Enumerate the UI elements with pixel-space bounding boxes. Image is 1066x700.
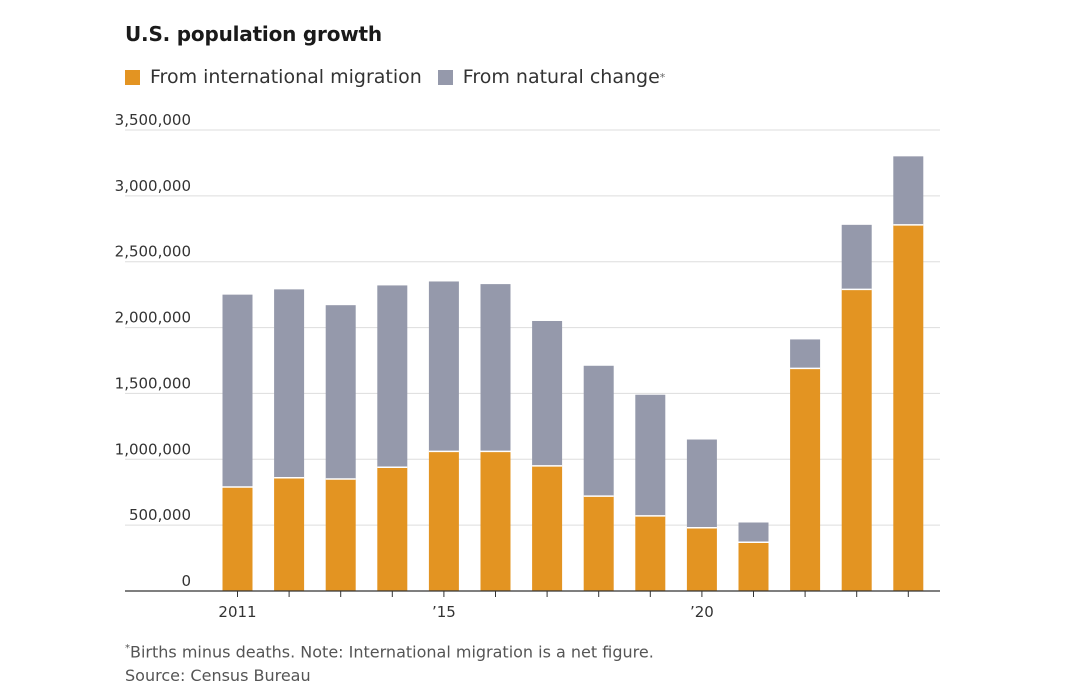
bar-natural (893, 156, 924, 225)
bar-natural (428, 281, 459, 452)
x-tick-label: ’15 (432, 603, 456, 621)
bar-natural (738, 522, 769, 543)
x-tick-label: ’20 (690, 603, 714, 621)
bar-natural (377, 285, 408, 468)
legend-item-migration: From international migration (125, 66, 422, 88)
bar-migration (377, 467, 408, 591)
y-tick-label: 3,000,000 (115, 177, 191, 195)
legend-label-natural: From natural change (462, 66, 660, 88)
bar-natural (532, 320, 563, 466)
footnote-marker: * (125, 643, 130, 654)
bar-migration (428, 451, 459, 591)
bar-migration (583, 496, 614, 591)
x-tick-label: 2011 (218, 603, 256, 621)
bar-natural (790, 339, 821, 369)
bar-migration (790, 368, 821, 591)
legend-item-natural: From natural change * (437, 66, 666, 88)
bar-migration (841, 289, 872, 591)
bar-migration (274, 477, 305, 591)
bar-migration (893, 224, 924, 591)
bar-natural (325, 305, 356, 480)
bar-migration (738, 542, 769, 591)
footnote-note: *Births minus deaths. Note: Internationa… (125, 637, 654, 664)
bar-natural (222, 294, 253, 487)
bar-natural (583, 365, 614, 497)
y-tick-label: 3,500,000 (115, 111, 191, 129)
bar-migration (532, 465, 563, 591)
legend-label-migration: From international migration (150, 66, 422, 88)
legend: From international migration From natura… (125, 66, 681, 88)
bar-migration (480, 451, 511, 591)
bar-migration (222, 486, 253, 591)
bar-migration (686, 527, 717, 591)
bar-chart: 0 500,000 1,000,000 1,500,000 2,000,000 2,500… (115, 111, 940, 621)
bar-natural (686, 439, 717, 528)
bar-natural (480, 284, 511, 452)
footnote-text: Births minus deaths. Note: International… (130, 642, 654, 662)
y-tick-label: 500,000 (129, 506, 191, 524)
bar-natural (635, 394, 666, 516)
chart-title: U.S. population growth (125, 22, 382, 46)
legend-swatch-natural (437, 69, 453, 85)
footnote: *Births minus deaths. Note: Internationa… (125, 637, 654, 688)
footnote-source: Source: Census Bureau (125, 666, 311, 686)
y-tick-label: 2,000,000 (115, 309, 191, 327)
bar-migration (325, 479, 356, 591)
bar-natural (841, 224, 872, 290)
bar-migration (635, 515, 666, 591)
legend-swatch-migration (125, 69, 140, 85)
y-tick-label: 0 (181, 572, 191, 590)
bar-natural (274, 289, 305, 478)
legend-footnote-marker: * (659, 70, 666, 84)
y-tick-label: 2,500,000 (115, 243, 191, 261)
y-tick-label: 1,500,000 (115, 374, 191, 392)
y-tick-label: 1,000,000 (115, 440, 191, 458)
